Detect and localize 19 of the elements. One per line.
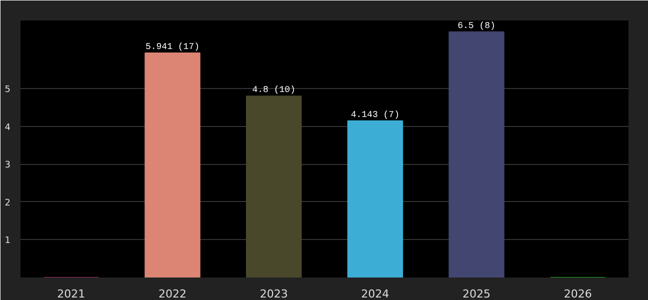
data-label: 5.941 (17)	[145, 42, 200, 52]
y-tick-label: 2	[4, 198, 11, 208]
y-tick-label: 3	[4, 160, 11, 171]
bar	[144, 52, 200, 278]
bar	[347, 120, 404, 278]
bar	[246, 96, 302, 278]
x-tick-label: 2022	[158, 288, 187, 300]
data-label: 4.8 (10)	[252, 85, 296, 96]
x-tick-label: 2023	[260, 288, 288, 300]
x-tick-label: 2021	[57, 288, 86, 300]
data-label: 4.143 (7)	[350, 110, 400, 120]
y-tick-label: 5	[4, 85, 11, 96]
x-tick-label: 2025	[462, 288, 491, 300]
x-tick-label: 2026	[564, 288, 592, 300]
y-tick-label: 4	[4, 122, 11, 133]
x-tick-label: 2024	[361, 288, 390, 300]
bar	[448, 31, 504, 278]
y-tick-label: 1	[4, 236, 11, 246]
data-label: 6.5 (8)	[458, 20, 496, 31]
